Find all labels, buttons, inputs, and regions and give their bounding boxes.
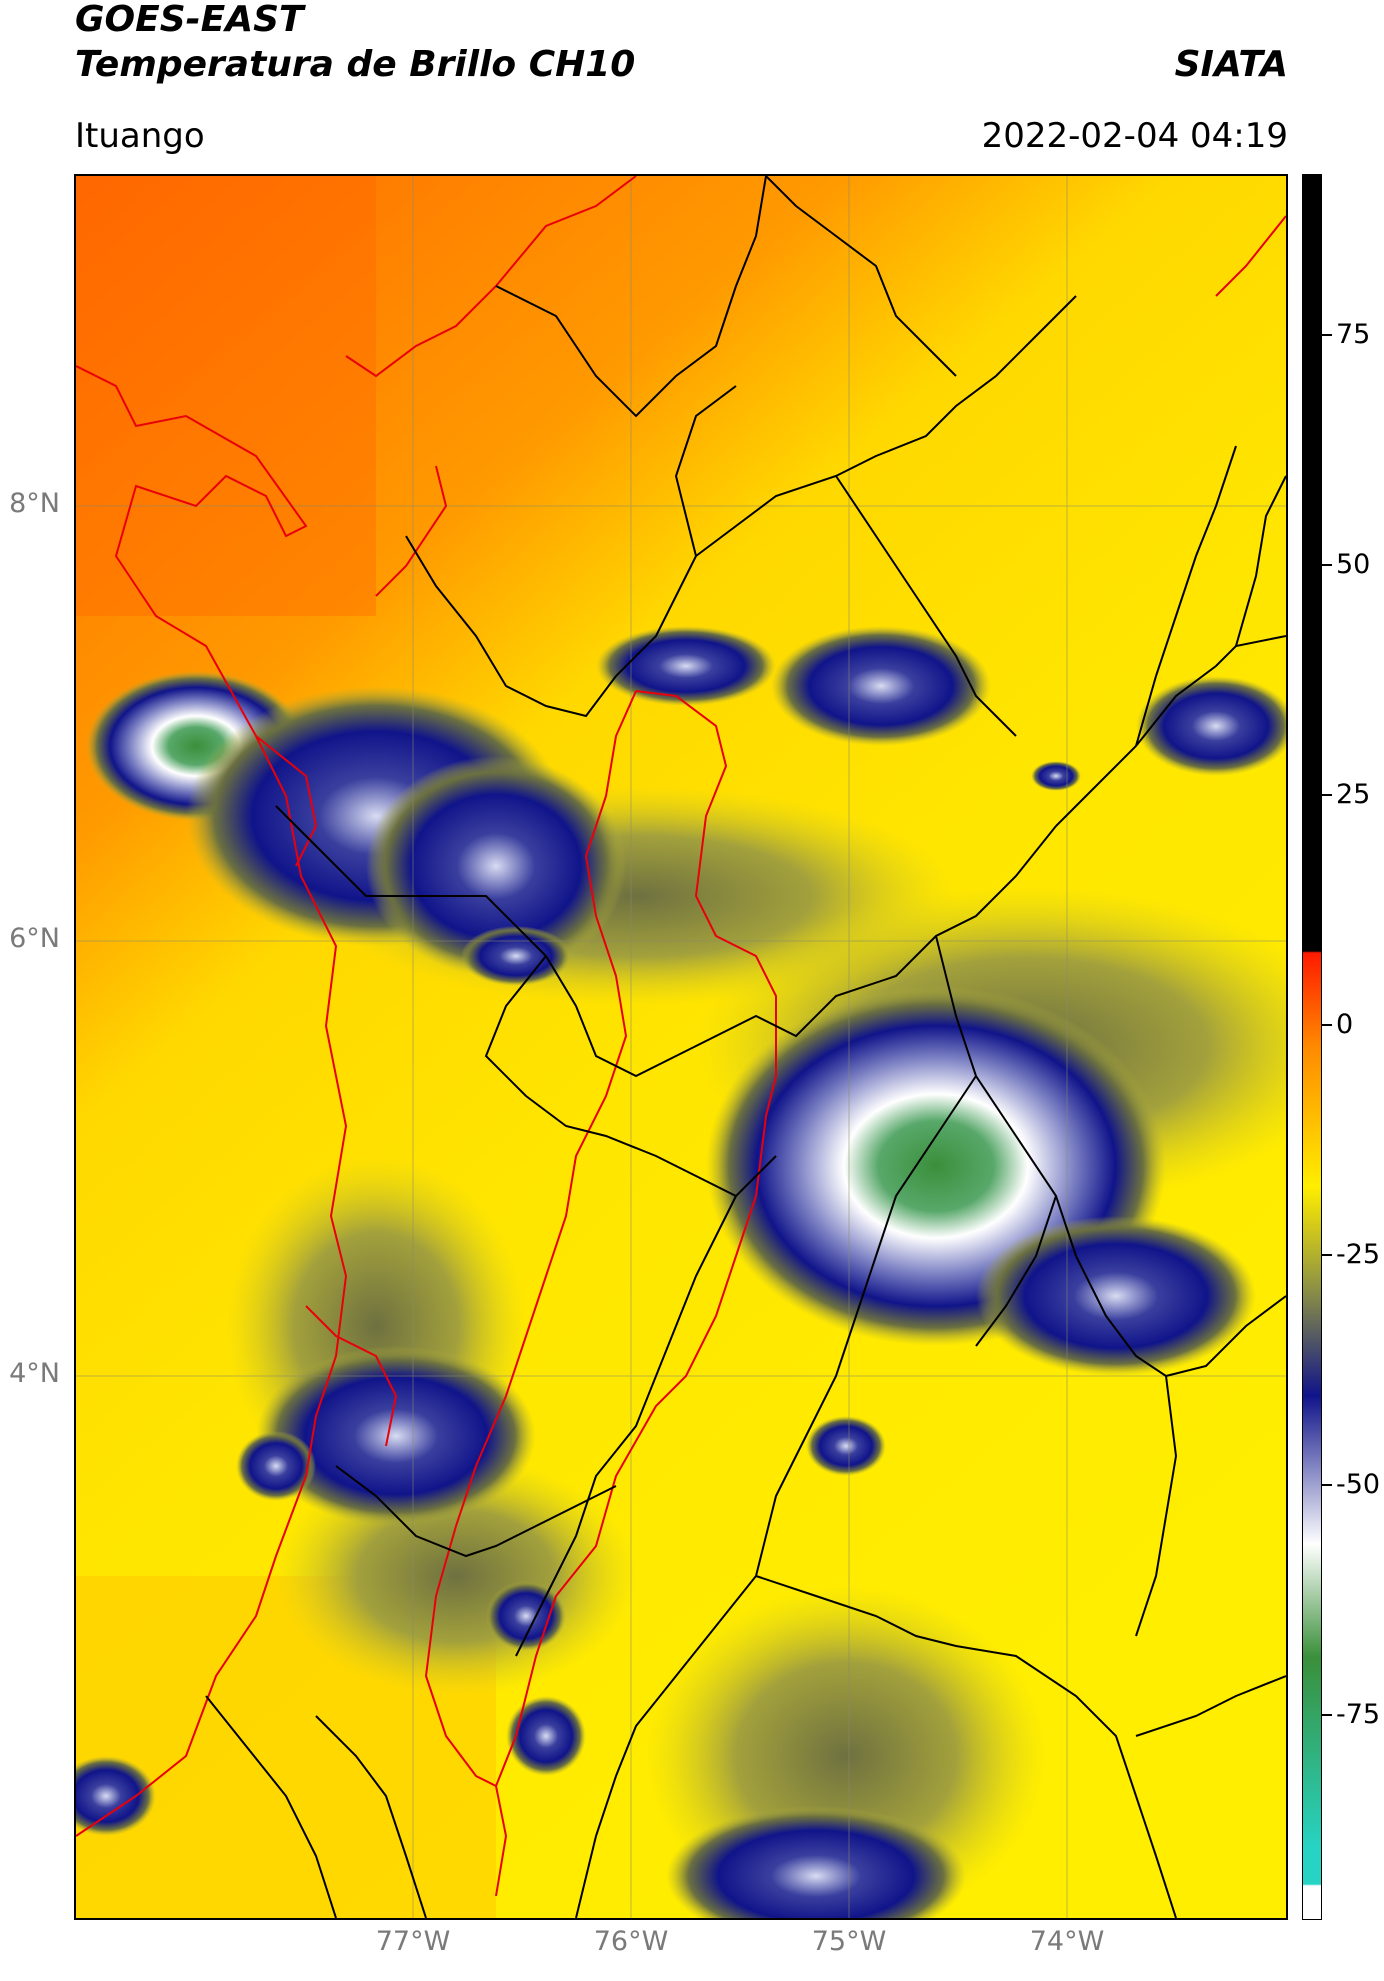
lon-label-74w: 74°W bbox=[1029, 1926, 1105, 1957]
satellite-title: GOES-EAST bbox=[75, 0, 304, 40]
lat-label-4n: 4°N bbox=[9, 1358, 60, 1389]
colorbar-tick bbox=[1322, 334, 1332, 336]
colorbar-tick bbox=[1322, 564, 1332, 566]
lat-label-6n: 6°N bbox=[9, 923, 60, 954]
colorbar-label-50: 50 bbox=[1336, 549, 1371, 580]
colorbar-tick bbox=[1322, 1254, 1332, 1256]
lon-label-76w: 76°W bbox=[593, 1926, 669, 1957]
department-borders bbox=[205, 176, 1286, 1918]
lon-label-77w: 77°W bbox=[375, 1926, 451, 1957]
lon-label-75w: 75°W bbox=[811, 1926, 887, 1957]
colorbar-tick bbox=[1322, 1024, 1332, 1026]
location-label: Ituango bbox=[75, 116, 205, 156]
colorbar-label-minus50: -50 bbox=[1336, 1469, 1381, 1500]
lat-label-8n: 8°N bbox=[9, 488, 60, 519]
product-title: Temperatura de Brillo CH10 bbox=[75, 44, 636, 85]
datetime-label: 2022-02-04 04:19 bbox=[981, 116, 1288, 156]
colorbar-label-25: 25 bbox=[1336, 779, 1371, 810]
map-canvas bbox=[76, 176, 1286, 1918]
colorbar-label-75: 75 bbox=[1336, 319, 1371, 350]
temperature-colorbar bbox=[1302, 174, 1322, 1920]
colorbar-tick bbox=[1322, 1714, 1332, 1716]
satellite-map[interactable] bbox=[74, 174, 1288, 1920]
colorbar-label-0: 0 bbox=[1336, 1009, 1354, 1040]
country-coastline-borders bbox=[76, 176, 1286, 1837]
colorbar-label-minus75: -75 bbox=[1336, 1699, 1381, 1730]
colorbar-tick bbox=[1322, 794, 1332, 796]
colorbar-label-minus25: -25 bbox=[1336, 1239, 1381, 1270]
colorbar-tick bbox=[1322, 1484, 1332, 1486]
brand-label: SIATA bbox=[1174, 44, 1288, 85]
antioquia-region-border bbox=[424, 690, 777, 1897]
graticule bbox=[76, 176, 1286, 1918]
